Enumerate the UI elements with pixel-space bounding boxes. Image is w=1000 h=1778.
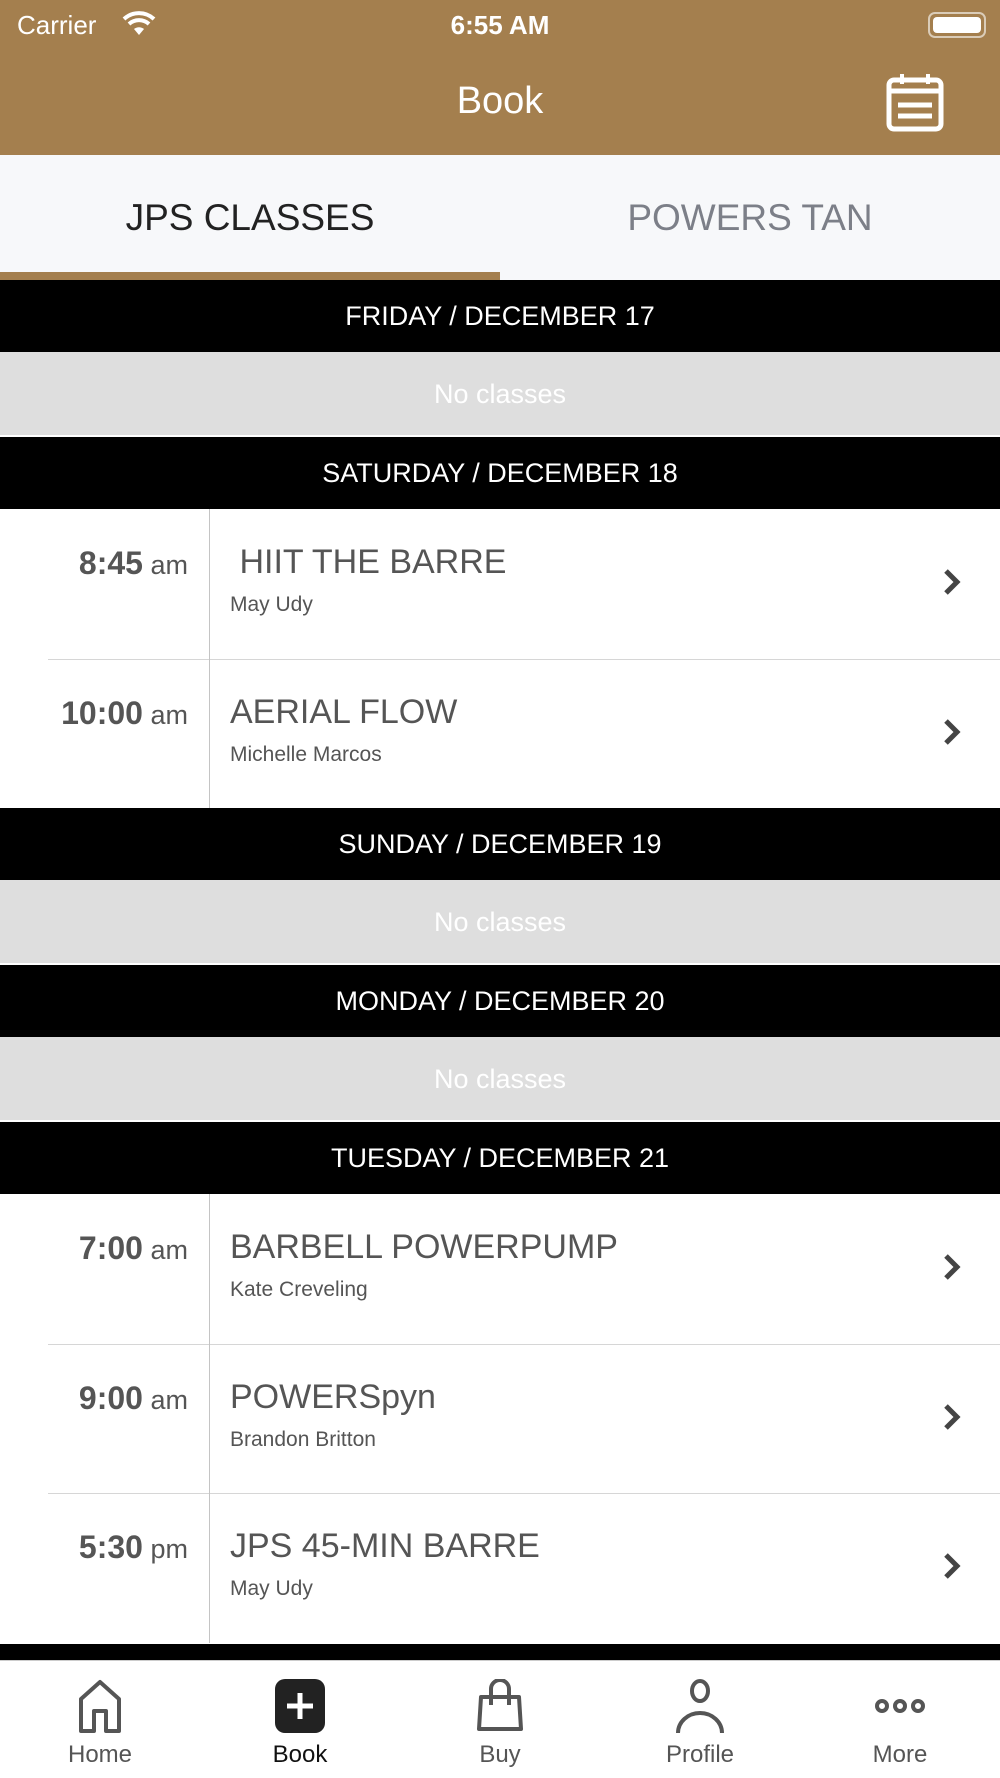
class-row[interactable]: 5:30 pm JPS 45-MIN BARRE May Udy — [0, 1493, 1000, 1643]
class-instructor: Kate Creveling — [230, 1278, 368, 1301]
class-title: AERIAL FLOW — [230, 692, 458, 731]
tabbar-profile[interactable]: Profile — [600, 1661, 800, 1778]
tabbar-more[interactable]: More — [800, 1661, 1000, 1778]
chevron-right-icon — [944, 569, 961, 595]
carrier: Carrier — [17, 10, 97, 40]
column-divider — [209, 1343, 210, 1493]
class-instructor: Brandon Britton — [230, 1427, 376, 1451]
schedule-list: FRIDAY / DECEMBER 17 No classes SATURDAY /… — [0, 280, 1000, 1643]
calendar-icon[interactable] — [886, 72, 944, 132]
bag-icon — [477, 1679, 523, 1731]
tabbar-buy[interactable]: Buy — [400, 1661, 600, 1778]
page-title: Book — [456, 80, 544, 122]
tab-bar: Home Book Buy Profile More — [0, 1660, 1000, 1778]
no-classes-row: No classes — [0, 1037, 1000, 1122]
class-row[interactable]: 10:00 am AERIAL FLOW Michelle Marcos — [0, 658, 1000, 808]
status-bar: Carrier 6:55 AM — [0, 0, 1000, 56]
tabbar-book[interactable]: Book — [200, 1661, 400, 1778]
chevron-right-icon — [944, 1254, 961, 1280]
column-divider — [209, 1194, 210, 1344]
class-time: 10:00 am — [61, 694, 188, 731]
plus-square-icon — [275, 1679, 325, 1733]
class-row[interactable]: 8:45 am HIIT THE BARRE May Udy — [0, 509, 1000, 659]
header: Carrier 6:55 AM Book — [0, 0, 1000, 155]
status-time: 6:55 AM — [450, 10, 550, 40]
class-row[interactable]: 9:00 am POWERSpyn Brandon Britton — [0, 1343, 1000, 1493]
tab-powers-tan[interactable]: POWERS TAN — [627, 197, 873, 238]
wifi-icon — [122, 11, 156, 35]
day-header: MONDAY / DECEMBER 20 — [0, 965, 1000, 1037]
battery-icon — [928, 12, 986, 38]
chevron-right-icon — [944, 1403, 961, 1430]
class-title: POWERSpyn — [230, 1377, 436, 1416]
day-header: TUESDAY / DECEMBER 21 — [0, 1122, 1000, 1194]
class-time: 8:45 am — [78, 545, 188, 581]
tabbar-home[interactable]: Home — [0, 1661, 200, 1778]
tab-jps-classes[interactable]: JPS CLASSES — [0, 155, 500, 280]
no-classes-row: No classes — [0, 352, 1000, 437]
day-header: FRIDAY / DECEMBER 17 — [0, 280, 1000, 352]
class-instructor: Michelle Marcos — [230, 742, 382, 766]
class-title: HIIT THE BARRE — [230, 543, 507, 581]
class-time: 5:30 pm — [78, 1529, 188, 1565]
column-divider — [209, 509, 210, 659]
chevron-right-icon — [944, 718, 961, 745]
day-header: SUNDAY / DECEMBER 19 — [0, 808, 1000, 880]
column-divider — [209, 658, 210, 808]
person-icon — [676, 1679, 724, 1733]
class-instructor: May Udy — [230, 593, 313, 616]
no-classes-row: No classes — [0, 880, 1000, 965]
class-instructor: May Udy — [230, 1577, 313, 1600]
class-row[interactable]: 7:00 am BARBELL POWERPUMP Kate Creveling — [0, 1194, 1000, 1344]
class-time: 9:00 am — [78, 1379, 188, 1416]
day-header-partial — [0, 1644, 1000, 1660]
location-tabs: JPS CLASSES POWERS TAN — [0, 155, 1000, 280]
column-divider — [209, 1493, 210, 1643]
class-title: JPS 45-MIN BARRE — [230, 1527, 540, 1565]
more-icon — [875, 1699, 925, 1713]
class-title: BARBELL POWERPUMP — [230, 1228, 618, 1266]
chevron-right-icon — [944, 1553, 961, 1579]
home-icon — [79, 1680, 121, 1733]
day-header: SATURDAY / DECEMBER 18 — [0, 437, 1000, 509]
class-time: 7:00 am — [78, 1230, 188, 1266]
